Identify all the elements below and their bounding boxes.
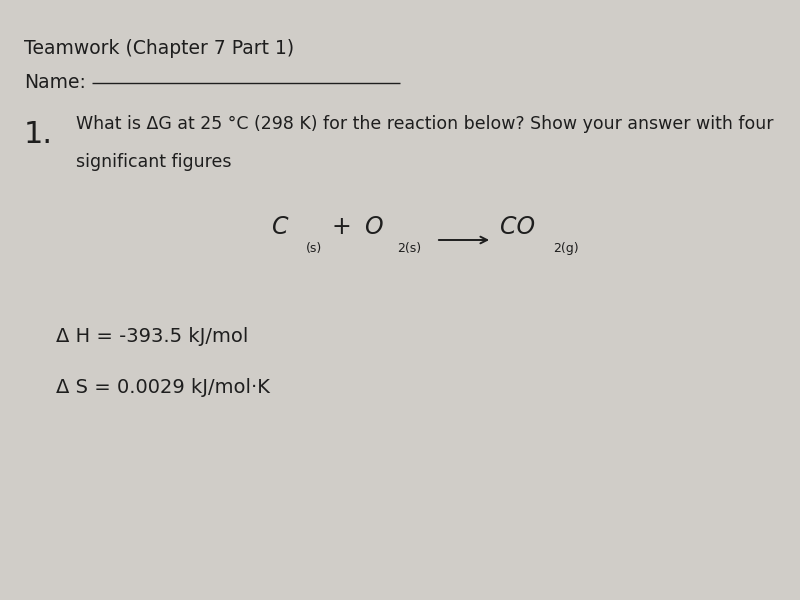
Text: 2(s): 2(s): [398, 242, 422, 255]
Text: 2(g): 2(g): [554, 242, 579, 255]
Text: (s): (s): [306, 242, 322, 255]
Text: 1.: 1.: [24, 120, 53, 149]
Text: Δ S = 0.0029 kJ/mol·K: Δ S = 0.0029 kJ/mol·K: [56, 378, 270, 397]
Text: Teamwork (Chapter 7 Part 1): Teamwork (Chapter 7 Part 1): [24, 39, 294, 58]
Text: significant figures: significant figures: [76, 153, 231, 171]
Text: +: +: [332, 215, 352, 239]
Text: Name:: Name:: [24, 73, 86, 92]
Text: Δ H = -393.5 kJ/mol: Δ H = -393.5 kJ/mol: [56, 327, 248, 346]
Text: O: O: [364, 215, 382, 239]
Text: CO: CO: [500, 215, 535, 239]
Text: What is ΔG at 25 °C (298 K) for the reaction below? Show your answer with four: What is ΔG at 25 °C (298 K) for the reac…: [76, 115, 774, 133]
Text: C: C: [272, 215, 289, 239]
